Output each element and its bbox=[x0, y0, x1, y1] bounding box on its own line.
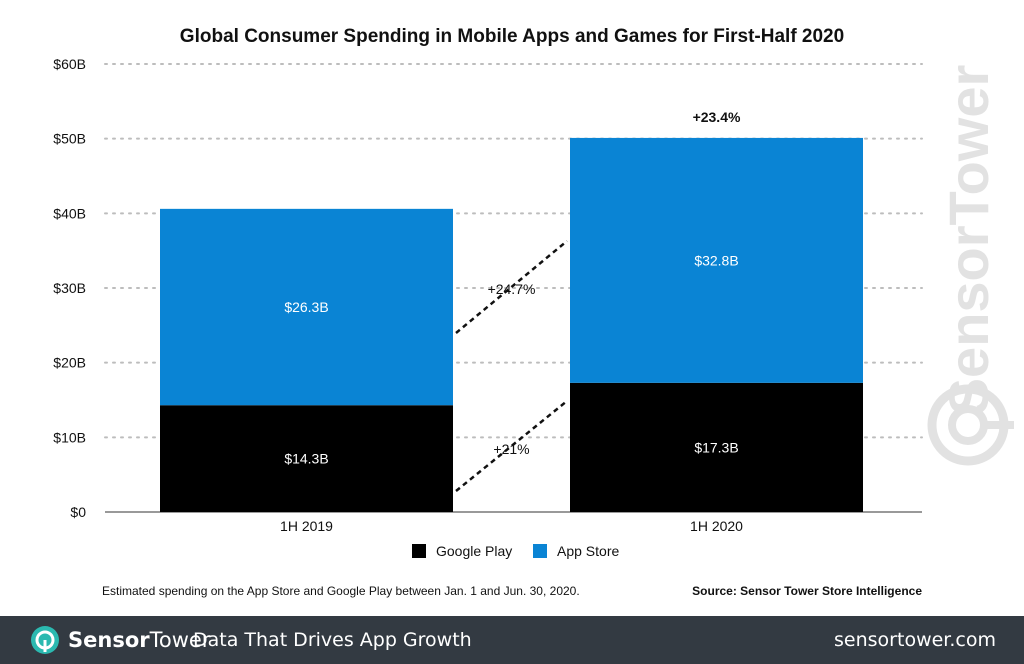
bar-google-play bbox=[160, 405, 453, 512]
chart-title: Global Consumer Spending in Mobile Apps … bbox=[180, 26, 844, 47]
growth-label-app-store: +24.7% bbox=[488, 281, 536, 297]
growth-total-label: +23.4% bbox=[693, 109, 741, 125]
legend-swatch bbox=[533, 544, 547, 558]
y-tick-label: $40B bbox=[53, 205, 86, 221]
watermark-logo-icon bbox=[927, 384, 1014, 466]
data-label: $14.3B bbox=[284, 451, 328, 467]
y-tick-label: $20B bbox=[53, 355, 86, 371]
y-tick-label: $60B bbox=[53, 56, 86, 72]
footer-bar: SensorTower Data That Drives App Growth … bbox=[0, 616, 1024, 664]
labels: $14.3B $26.3B 1H 2019 $17.3B $32.8B 1H 2020 +2… bbox=[280, 109, 743, 534]
footnote: Estimated spending on the App Store and … bbox=[102, 584, 580, 598]
chart: SensorTower $0 $10B $20B $30B $40B $50B $60B $… bbox=[53, 26, 1014, 598]
growth-label-google-play: +21% bbox=[493, 441, 529, 457]
growth-line-google-play bbox=[455, 400, 568, 492]
legend-swatch bbox=[412, 544, 426, 558]
y-tick-label: $30B bbox=[53, 280, 86, 296]
data-label: $32.8B bbox=[694, 252, 738, 268]
footer-site-link[interactable]: sensortower.com bbox=[834, 629, 996, 651]
bar-app-store bbox=[570, 137, 863, 383]
y-tick-label: $50B bbox=[53, 131, 86, 147]
legend-label: Google Play bbox=[436, 543, 512, 559]
data-label: $17.3B bbox=[694, 439, 738, 455]
source-label: Source: Sensor Tower Store Intelligence bbox=[692, 584, 922, 598]
legend-label: App Store bbox=[557, 543, 619, 559]
bars bbox=[160, 137, 863, 512]
watermark-text: SensorTower bbox=[937, 65, 1000, 416]
data-label: $26.3B bbox=[284, 299, 328, 315]
footer-brand[interactable]: SensorTower bbox=[68, 628, 210, 652]
x-tick-label: 1H 2019 bbox=[280, 518, 333, 534]
sensor-tower-logo-icon bbox=[31, 626, 59, 654]
bar-app-store bbox=[160, 208, 453, 406]
x-tick-label: 1H 2020 bbox=[690, 518, 743, 534]
y-tick-label: $10B bbox=[53, 429, 86, 445]
bar-google-play bbox=[570, 382, 863, 512]
footer-brand-part2: Tower bbox=[149, 628, 211, 652]
footer-brand-part1: Sensor bbox=[68, 628, 150, 652]
watermark-logo-bar bbox=[984, 421, 1014, 429]
footer-tagline: Data That Drives App Growth bbox=[193, 629, 472, 651]
watermark: SensorTower bbox=[927, 65, 1014, 466]
legend: Google Play App Store bbox=[412, 543, 619, 559]
y-tick-label: $0 bbox=[70, 504, 86, 520]
growth-line-app-store bbox=[455, 240, 568, 334]
